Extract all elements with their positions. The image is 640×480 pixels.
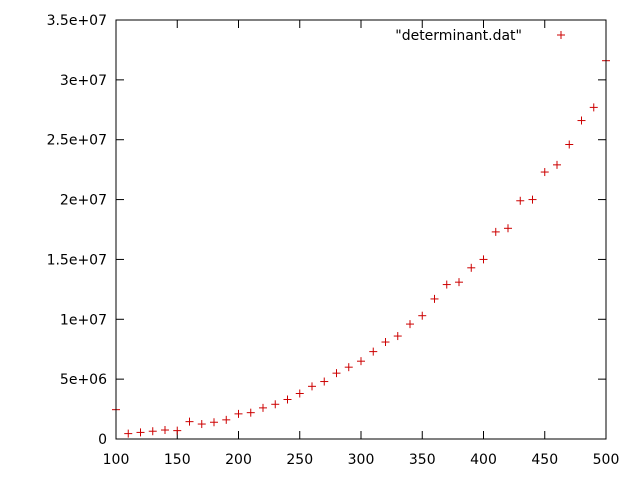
data-point bbox=[161, 426, 169, 435]
data-point bbox=[589, 103, 598, 112]
data-point bbox=[124, 429, 133, 438]
data-point bbox=[516, 196, 525, 205]
x-tick-label: 200 bbox=[225, 452, 252, 468]
x-tick-label: 100 bbox=[103, 452, 130, 468]
data-point bbox=[173, 426, 182, 435]
data-point bbox=[185, 417, 194, 426]
legend-marker-symbol bbox=[557, 31, 565, 39]
y-tick-label: 3.5e+07 bbox=[47, 13, 107, 29]
data-point bbox=[222, 415, 231, 424]
data-point bbox=[479, 255, 488, 264]
x-tick-label: 400 bbox=[470, 452, 497, 468]
data-point bbox=[455, 278, 463, 287]
x-tick-label: 250 bbox=[286, 452, 313, 468]
data-point bbox=[308, 382, 316, 391]
x-tick-label: 500 bbox=[593, 452, 620, 468]
y-tick-label: 5e+06 bbox=[60, 372, 107, 388]
y-tick-label: 2e+07 bbox=[60, 193, 107, 209]
data-point bbox=[528, 195, 537, 204]
x-tick-label: 450 bbox=[531, 452, 558, 468]
data-point bbox=[381, 338, 390, 347]
data-point bbox=[295, 389, 304, 398]
data-point bbox=[197, 420, 206, 429]
data-point bbox=[393, 332, 402, 341]
y-tick-label: 2.5e+07 bbox=[47, 133, 107, 149]
data-point bbox=[565, 140, 574, 149]
data-point bbox=[246, 408, 255, 417]
data-point bbox=[504, 224, 512, 233]
data-point bbox=[430, 294, 439, 303]
x-tick-label: 150 bbox=[164, 452, 191, 468]
legend: "determinant.dat" bbox=[395, 28, 565, 44]
x-axis-tick-labels: 100 150 200 250 300 350 400 450 500 bbox=[103, 452, 620, 468]
data-point bbox=[259, 403, 267, 412]
data-point bbox=[467, 263, 476, 272]
y-tick-label: 0 bbox=[98, 432, 107, 448]
data-point bbox=[136, 428, 145, 437]
data-point bbox=[234, 409, 243, 418]
data-point bbox=[442, 280, 451, 289]
y-axis-tick-labels: 0 5e+06 1e+07 1.5e+07 2e+07 2.5e+07 3e+07 3.5e+… bbox=[47, 13, 108, 448]
data-point bbox=[577, 116, 586, 125]
x-tick-label: 300 bbox=[348, 452, 375, 468]
data-point bbox=[210, 418, 218, 427]
data-point bbox=[418, 311, 427, 320]
y-tick-label: 3e+07 bbox=[60, 73, 107, 89]
x-tick-label: 350 bbox=[409, 452, 436, 468]
data-point bbox=[283, 395, 292, 404]
data-point bbox=[491, 227, 500, 236]
data-point bbox=[271, 400, 280, 409]
data-point bbox=[344, 363, 353, 372]
y-tick-label: 1.5e+07 bbox=[47, 252, 107, 268]
data-point bbox=[553, 160, 561, 169]
data-point bbox=[332, 369, 341, 378]
data-point bbox=[148, 427, 157, 436]
data-point bbox=[406, 320, 414, 329]
legend-marker bbox=[557, 31, 565, 39]
data-point bbox=[320, 377, 329, 386]
legend-label: "determinant.dat" bbox=[395, 28, 522, 44]
data-point bbox=[357, 357, 365, 366]
data-point bbox=[540, 168, 549, 177]
y-tick-label: 1e+07 bbox=[60, 312, 107, 328]
plot-frame bbox=[115, 19, 607, 440]
data-point bbox=[369, 347, 378, 356]
